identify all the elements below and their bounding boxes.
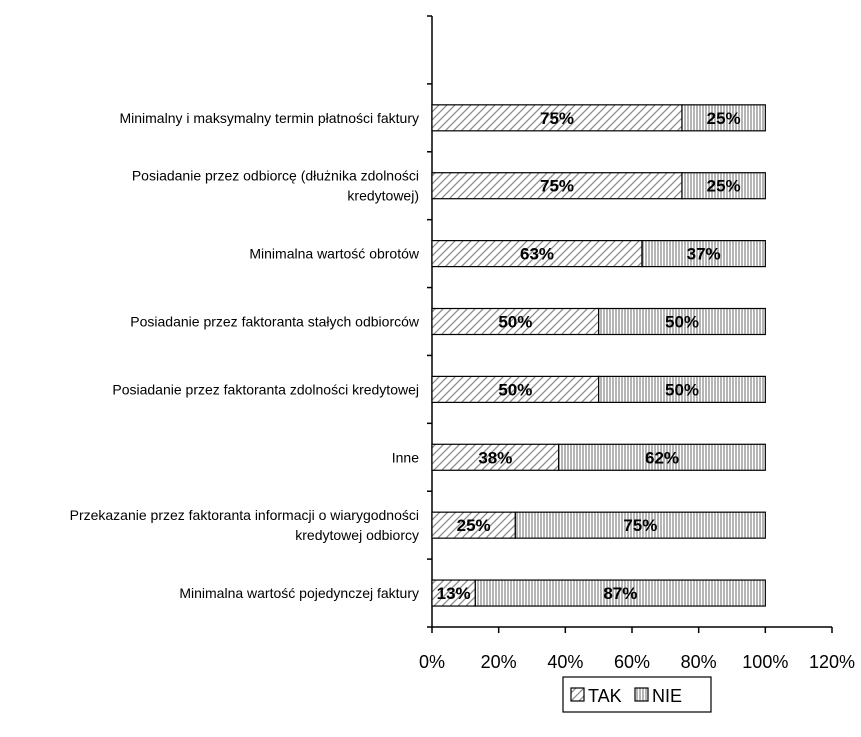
category-label: Minimalny i maksymalny termin płatności … bbox=[119, 110, 419, 126]
plot-area: 0% 20% 40% 60% 80% 100% 120% Minimalny i maksym… bbox=[70, 15, 855, 672]
bar-tak bbox=[431, 375, 600, 403]
category-label: Minimalna wartość pojedynczej faktury bbox=[179, 585, 419, 601]
data-label-nie: 75% bbox=[623, 516, 657, 535]
data-label-nie: 25% bbox=[707, 109, 741, 128]
data-label-tak: 50% bbox=[498, 380, 532, 399]
bar-tak bbox=[431, 240, 643, 268]
x-tick-label: 40% bbox=[547, 652, 583, 672]
bar-nie bbox=[474, 579, 766, 607]
data-label-tak: 13% bbox=[437, 584, 471, 603]
category-label: Posiadanie przez faktoranta stałych odbi… bbox=[130, 314, 420, 330]
bar-nie bbox=[681, 172, 766, 200]
legend: TAK NIE bbox=[562, 676, 712, 713]
data-label-tak: 38% bbox=[478, 448, 512, 467]
bar-nie bbox=[558, 443, 766, 471]
x-tick-label: 120% bbox=[809, 652, 855, 672]
legend-label-nie: NIE bbox=[652, 686, 682, 706]
data-label-tak: 75% bbox=[540, 109, 574, 128]
data-label-nie: 62% bbox=[645, 448, 679, 467]
bar-nie bbox=[598, 375, 766, 403]
x-tick-label: 60% bbox=[614, 652, 650, 672]
category-label: Posiadanie przez faktoranta zdolności kr… bbox=[112, 381, 419, 397]
data-label-nie: 25% bbox=[707, 177, 741, 196]
data-label-tak: 63% bbox=[520, 245, 554, 264]
x-tick-label: 100% bbox=[742, 652, 788, 672]
data-label-tak: 75% bbox=[540, 177, 574, 196]
data-label-tak: 50% bbox=[498, 313, 532, 332]
bar-tak bbox=[431, 172, 683, 200]
x-tick-label: 0% bbox=[419, 652, 445, 672]
data-label-nie: 50% bbox=[665, 313, 699, 332]
legend-swatch-tak bbox=[570, 687, 585, 702]
x-tick-label: 20% bbox=[481, 652, 517, 672]
bar-tak bbox=[431, 443, 560, 471]
bar-tak bbox=[431, 104, 683, 132]
category-label: Przekazanie przez faktoranta informacji … bbox=[70, 507, 419, 543]
bar-tak bbox=[431, 307, 600, 336]
data-label-nie: 50% bbox=[665, 380, 699, 399]
bar-nie bbox=[514, 511, 766, 539]
legend-swatch-nie bbox=[634, 687, 649, 702]
bar-tak bbox=[431, 579, 476, 607]
bar-nie bbox=[641, 240, 766, 268]
legend-label-tak: TAK bbox=[588, 686, 622, 706]
category-label: Minimalna wartość obrotów bbox=[249, 246, 420, 262]
data-label-nie: 37% bbox=[687, 245, 721, 264]
category-label: Inne bbox=[392, 449, 419, 465]
bar-nie bbox=[598, 307, 766, 336]
bar-nie bbox=[681, 104, 766, 132]
category-label: Posiadanie przez odbiorcę (dłużnika zdol… bbox=[132, 168, 419, 204]
data-label-tak: 25% bbox=[457, 516, 491, 535]
x-tick-label: 80% bbox=[681, 652, 717, 672]
data-label-nie: 87% bbox=[603, 584, 637, 603]
